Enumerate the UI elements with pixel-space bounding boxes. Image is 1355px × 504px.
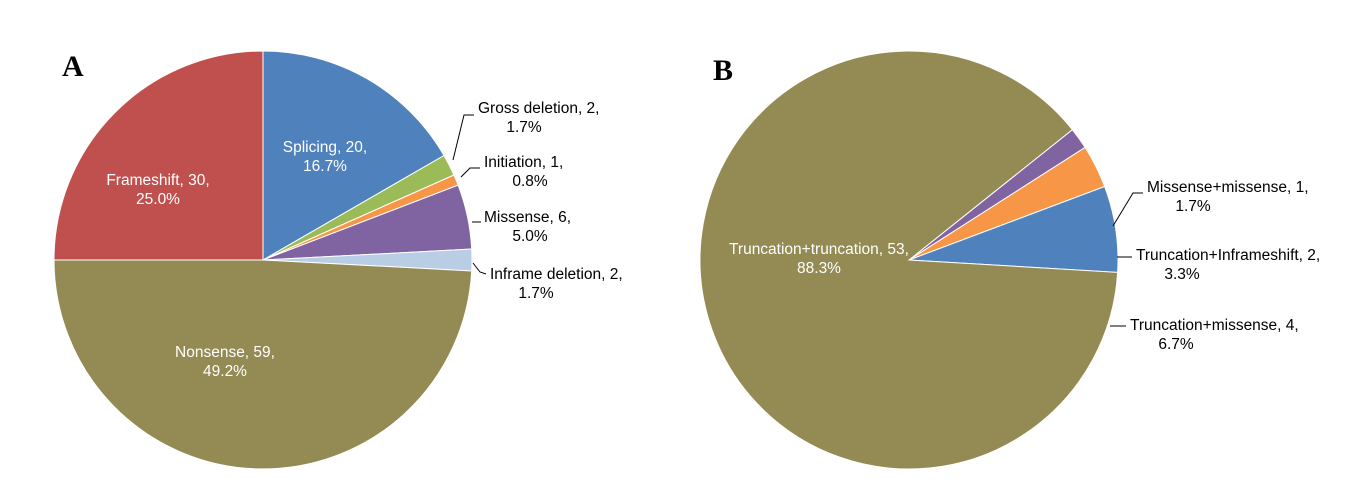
pie-b-leader-missense-missense xyxy=(1112,192,1143,227)
pie-a-data-labels: Splicing, 20, 16.7% Gross deletion, 2, 1.7%… xyxy=(106,100,622,380)
pie-a-label-missense: Missense, 6, 5.0% xyxy=(484,209,571,245)
pie-b-label-truncation-missense: Truncation+missense, 4, 6.7% xyxy=(1130,317,1299,353)
pie-a-slice-frameshift xyxy=(53,50,264,261)
pie-a-label-splicing: Splicing, 20, 16.7% xyxy=(283,139,367,175)
panel-label-b: B xyxy=(713,54,733,87)
pie-b-slice-truncation-truncation xyxy=(699,50,1119,470)
pie-a-label-inframe-deletion: Inframe deletion, 2, 1.7% xyxy=(490,266,623,302)
pie-a-leader-gross-deletion xyxy=(452,114,474,161)
panel-label-a: A xyxy=(62,50,84,83)
pie-a-slice-nonsense xyxy=(53,259,473,470)
pie-b-label-missense-missense: Missense+missense, 1, 1.7% xyxy=(1147,179,1309,215)
pie-a-leader-inframe-deletion xyxy=(472,262,487,275)
pie-b-label-truncation-inframeshift: Truncation+Inframeshift, 2, 3.3% xyxy=(1136,247,1320,283)
pie-a-leader-lines xyxy=(452,114,487,275)
pie-a-label-nonsense: Nonsense, 59, 49.2% xyxy=(175,344,275,380)
pie-a-slices xyxy=(53,50,473,470)
pie-b-leader-lines xyxy=(1110,192,1143,327)
pie-a-label-frameshift: Frameshift, 30, 25.0% xyxy=(106,172,209,208)
pie-chart-a: A Splicing, 20, 16.7% Gross deletion, 2, 1.… xyxy=(53,50,623,470)
pie-b-data-labels: Missense+missense, 1, 1.7% Truncation+Infr… xyxy=(729,179,1320,353)
pie-b-slices xyxy=(699,50,1119,470)
pie-a-label-gross-deletion: Gross deletion, 2, 1.7% xyxy=(478,100,599,136)
pie-a-slice-splicing xyxy=(262,50,445,261)
pie-a-label-initiation: Initiation, 1, 0.8% xyxy=(484,154,563,190)
pie-chart-b: B Missense+missense, 1, 1.7% Truncation+In… xyxy=(699,50,1320,470)
pie-a-leader-initiation xyxy=(460,167,480,178)
pie-b-label-truncation-truncation: Truncation+truncation, 53, 88.3% xyxy=(729,241,909,277)
